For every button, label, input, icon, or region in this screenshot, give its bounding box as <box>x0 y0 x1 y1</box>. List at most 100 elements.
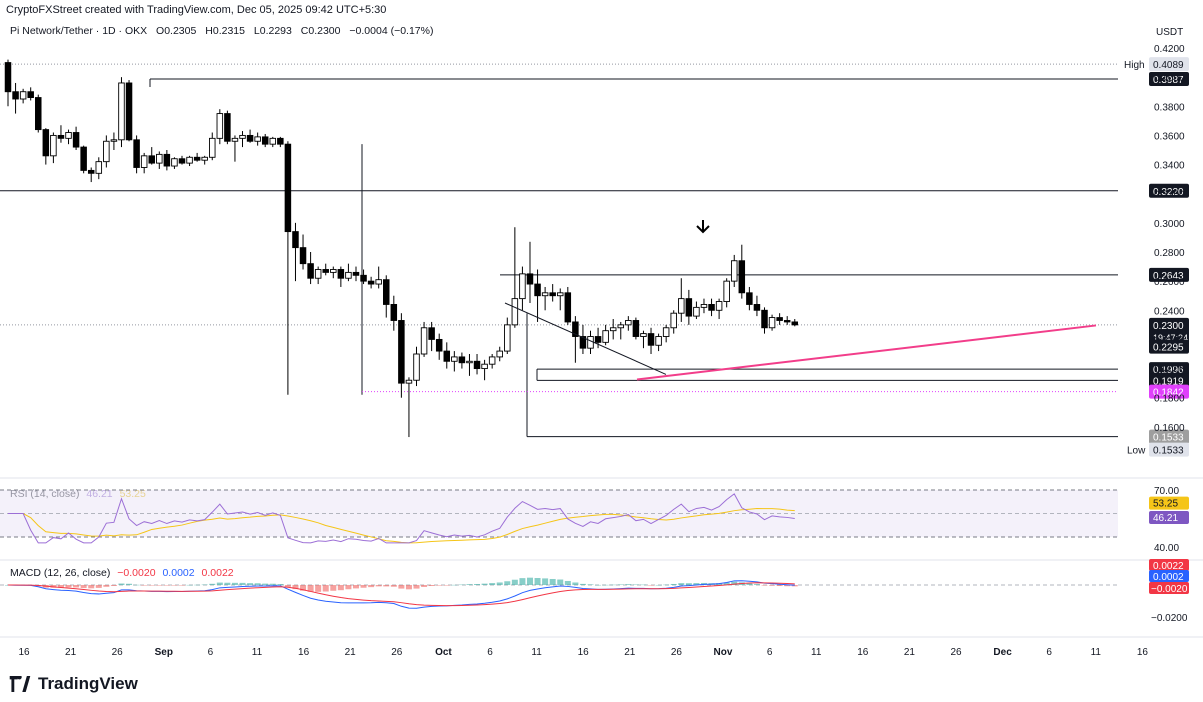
macd-histogram-bar <box>330 585 337 591</box>
macd-histogram-bar <box>80 585 87 589</box>
candle-body <box>118 82 125 141</box>
rsi-value-tag-label: 46.21 <box>1153 513 1178 524</box>
macd-histogram-bar <box>390 585 397 587</box>
x-tick-label: 21 <box>65 647 77 658</box>
macd-histogram-bar <box>655 584 662 586</box>
candle-body <box>609 327 617 332</box>
macd-label[interactable]: MACD (12, 26, close) <box>10 567 111 579</box>
candle-body <box>776 317 783 321</box>
candle-body <box>19 91 27 100</box>
macd-histogram-bar <box>57 585 64 588</box>
y-tick-label: 0.1800 <box>1154 394 1185 405</box>
high-value: H0.2315 <box>205 25 245 37</box>
macd-histogram-bar <box>776 585 783 586</box>
ascending-trendline <box>636 324 1097 381</box>
candle-body <box>254 136 261 142</box>
candle-body <box>511 298 519 326</box>
macd-histogram-bar <box>519 578 526 585</box>
macd-histogram-bar <box>247 583 254 585</box>
candle-body <box>519 273 526 300</box>
macd-histogram-bar <box>542 578 549 585</box>
candle-body <box>209 137 216 158</box>
macd-histogram-bar <box>436 585 443 586</box>
candle-body <box>398 320 405 384</box>
macd-histogram-bar <box>292 585 299 590</box>
macd-histogram-bar <box>511 579 518 585</box>
macd-signal-tag-label: 0.0002 <box>1153 572 1184 583</box>
candle-body <box>746 292 753 305</box>
macd-histogram-bar <box>481 583 488 585</box>
macd-histogram-bar <box>534 578 541 585</box>
macd-histogram-bar <box>663 584 670 586</box>
candle-body <box>322 269 329 273</box>
macd-hist-tag-label: 0.0022 <box>1153 561 1184 572</box>
macd-histogram-bar <box>307 585 314 592</box>
rsi-ma-tag <box>1149 496 1189 510</box>
candle-body <box>193 156 201 161</box>
candle-body <box>383 279 390 305</box>
currency-label: USDT <box>1156 27 1184 38</box>
candle-body <box>738 260 746 294</box>
x-tick-label: Dec <box>993 647 1012 658</box>
x-tick-label: 21 <box>904 647 916 658</box>
candle-body <box>156 153 163 164</box>
tradingview-brand: TradingView <box>38 674 138 693</box>
macd-value-tag <box>1149 582 1189 594</box>
macd-legend: MACD (12, 26, close) −0.0020 0.0002 0.00… <box>10 567 234 579</box>
candle-body <box>768 317 776 329</box>
macd-histogram-bar <box>156 585 163 586</box>
candle-body <box>224 113 231 142</box>
tradingview-logo: TradingView <box>8 674 138 694</box>
candle-body <box>284 143 292 233</box>
candle-body <box>292 231 299 249</box>
macd-histogram-bar <box>617 584 624 585</box>
macd-histogram-bar <box>443 585 450 586</box>
high-value-label: 0.4089 <box>1153 60 1184 71</box>
candle-body <box>148 155 155 164</box>
candle-body <box>443 350 451 362</box>
macd-histogram-bar <box>300 585 307 591</box>
x-tick-label: 26 <box>112 647 124 658</box>
macd-histogram-bar <box>360 585 367 588</box>
x-tick-label: Nov <box>714 647 733 658</box>
candle-body <box>307 263 314 279</box>
candle-body <box>662 327 670 337</box>
candle-body <box>723 280 730 302</box>
candle-body <box>12 91 19 100</box>
macd-value-tag-label: −0.0020 <box>1151 584 1188 595</box>
candle-body <box>375 279 382 285</box>
candle-body <box>140 155 148 168</box>
price-level-tag <box>1149 373 1189 388</box>
x-tick-label: 26 <box>391 647 403 658</box>
macd-histogram-bar <box>678 583 685 585</box>
price-level-label: 0.3220 <box>1153 187 1184 198</box>
candle-body <box>299 247 307 265</box>
macd-histogram-bar <box>526 577 533 585</box>
x-tick-label: Sep <box>155 647 173 658</box>
macd-histogram-bar <box>398 585 405 589</box>
candle-body <box>640 333 647 337</box>
candle-body <box>314 269 322 279</box>
candle-body <box>753 304 761 311</box>
candle-body <box>534 283 541 297</box>
x-tick-label: 11 <box>531 647 542 658</box>
rsi-value-tag <box>1149 510 1189 524</box>
macd-histogram-bar <box>178 585 185 586</box>
macd-histogram-bar <box>118 583 125 585</box>
macd-histogram-bar <box>428 585 435 586</box>
symbol-name[interactable]: Pi Network/Tether · 1D · OKX <box>10 25 148 37</box>
y-tick-label: 0.2000 <box>1154 365 1185 376</box>
trendline-price-tag <box>1149 339 1189 354</box>
macd-histogram-bar <box>133 584 140 586</box>
candle-body <box>269 137 277 145</box>
macd-histogram-bar <box>587 584 594 585</box>
candle-body <box>579 336 587 349</box>
price-level-tag <box>1149 183 1189 198</box>
y-tick-label: 0.4200 <box>1154 44 1185 55</box>
candle-body <box>277 137 284 145</box>
macd-histogram-bar <box>489 583 496 585</box>
candle-body <box>700 304 708 308</box>
macd-histogram-bar <box>731 581 738 585</box>
candle-body <box>239 134 246 139</box>
